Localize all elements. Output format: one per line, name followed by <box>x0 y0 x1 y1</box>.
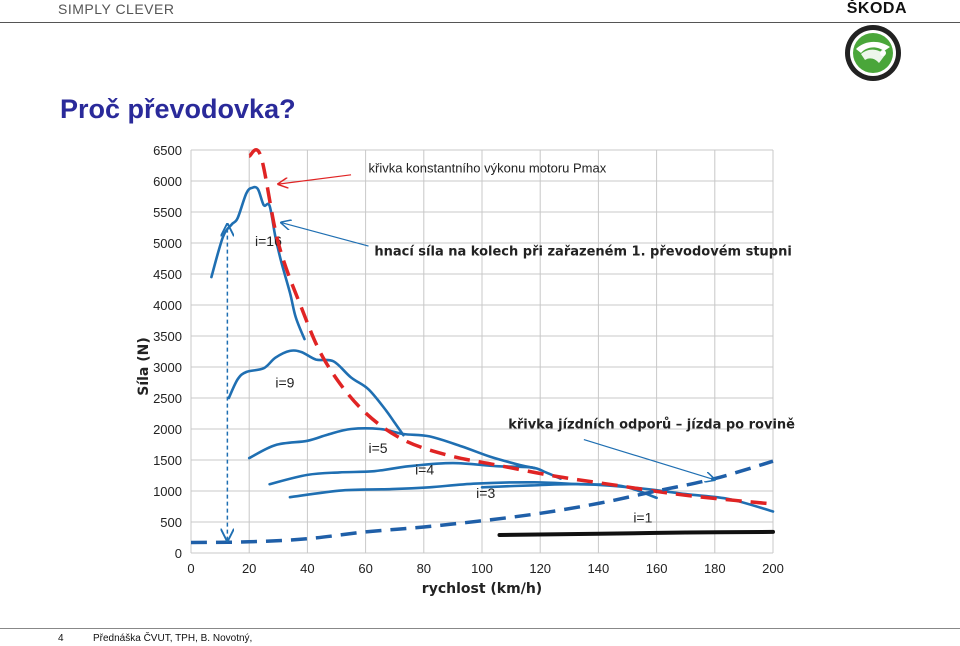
series-label-4: i=3 <box>476 485 495 501</box>
page-title: Proč převodovka? <box>60 94 296 124</box>
header-divider <box>0 22 960 23</box>
slogan: SIMPLY CLEVER <box>58 1 175 17</box>
y-tick-label-10: 5000 <box>153 236 182 251</box>
y-tick-label-7: 3500 <box>153 329 182 344</box>
annotation-text-0: křivka konstantního výkonu motoru Pmax <box>369 160 607 175</box>
series-line-0 <box>210 185 306 341</box>
y-axis-label: Síla (N) <box>136 337 152 396</box>
y-tick-label-9: 4500 <box>153 267 182 282</box>
y-tick-label-6: 3000 <box>153 360 182 375</box>
x-tick-label-4: 80 <box>417 561 431 576</box>
annotation-text-2: křivka jízdních odporů – jízda po rovině <box>508 417 795 432</box>
top-bar: SIMPLY CLEVER ŠKODA <box>0 0 960 22</box>
series-label-2: i=5 <box>369 440 388 456</box>
series-label-3: i=4 <box>415 461 434 477</box>
annotation-arrow-1 <box>281 223 369 247</box>
series-label-1: i=9 <box>275 374 294 390</box>
gear-force-chart: 0 20 40 60 80 100 120 140 160 180 2000500100015002… <box>136 143 795 597</box>
y-tick-label-1: 500 <box>160 515 182 530</box>
annotation-arrow-2 <box>583 438 715 480</box>
y-tick-label-11: 5500 <box>153 205 182 220</box>
y-tick-label-13: 6500 <box>153 143 182 158</box>
x-tick-label-2: 40 <box>300 561 314 576</box>
y-tick-label-12: 6000 <box>153 174 182 189</box>
y-tick-label-3: 1500 <box>153 453 182 468</box>
footer-text: Přednáška ČVUT, TPH, B. Novotný, <box>93 633 253 644</box>
x-tick-label-6: 120 <box>529 561 551 576</box>
y-tick-label-4: 2000 <box>153 422 182 437</box>
x-tick-label-10: 200 <box>762 561 784 576</box>
series-label-5: i=1 <box>633 510 652 526</box>
series-line-1 <box>227 349 405 437</box>
y-tick-label-5: 2500 <box>153 391 182 406</box>
x-tick-label-7: 140 <box>588 561 610 576</box>
x-tick-label-5: 100 <box>471 561 493 576</box>
annotation-text-1: hnací síla na kolech při zařazeném 1. př… <box>374 244 791 259</box>
x-axis-label: rychlost (km/h) <box>422 581 542 597</box>
skoda-logo-icon <box>845 25 901 81</box>
x-tick-label-3: 60 <box>358 561 372 576</box>
x-tick-label-0: 0 <box>187 561 194 576</box>
y-tick-label-2: 1000 <box>153 484 182 499</box>
brand-name: ŠKODA <box>846 0 907 17</box>
annotation-arrow-0 <box>278 174 352 184</box>
page-number: 4 <box>58 633 64 644</box>
series-line-6 <box>248 148 774 506</box>
x-tick-label-8: 160 <box>646 561 668 576</box>
series-line-8 <box>497 529 775 537</box>
series-line-7 <box>190 459 774 545</box>
x-tick-label-1: 20 <box>242 561 256 576</box>
x-tick-label-9: 180 <box>704 561 726 576</box>
y-tick-label-0: 0 <box>175 546 182 561</box>
y-tick-label-8: 4000 <box>153 298 182 313</box>
footer-divider <box>0 628 960 629</box>
series-label-0: i=16 <box>255 233 282 249</box>
series-line-3 <box>268 461 562 486</box>
